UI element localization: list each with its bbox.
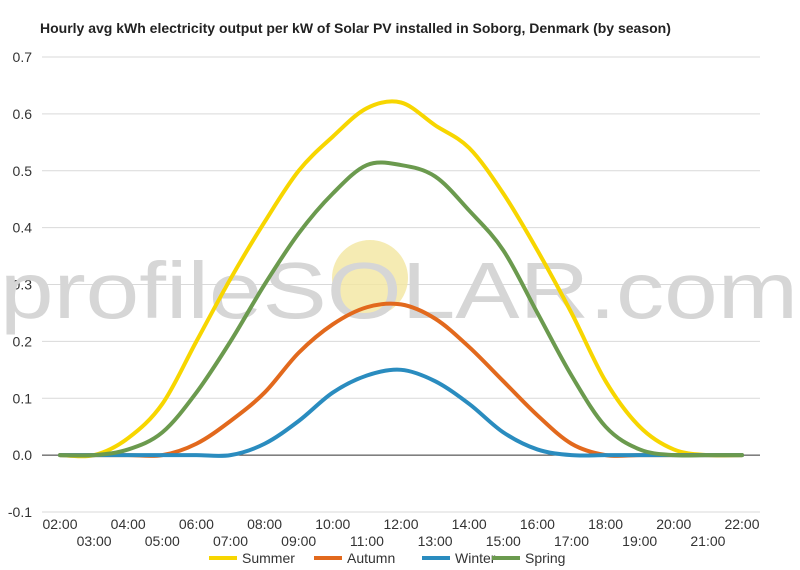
x-tick-label: 05:00 [145, 533, 180, 549]
watermark: profileSOLAR.com [0, 240, 798, 335]
y-tick-labels: -0.1 0.0 0.1 0.2 0.3 0.4 0.5 0.6 0.7 [8, 49, 32, 520]
x-tick-label: 16:00 [520, 516, 555, 532]
y-tick-label: 0.3 [13, 277, 33, 293]
y-tick-label: 0.6 [13, 106, 33, 122]
y-tick-label: 0.5 [13, 163, 33, 179]
series-line-winter [58, 367, 744, 458]
y-tick-label: 0.1 [13, 390, 33, 406]
x-tick-label: 07:00 [213, 533, 248, 549]
series-lines [58, 99, 744, 459]
x-tick-label: 17:00 [554, 533, 589, 549]
legend: Summer Autumn Winter Spring [209, 550, 565, 566]
y-tick-label: 0.0 [13, 447, 33, 463]
x-tick-label: 21:00 [690, 533, 725, 549]
legend-label-spring: Spring [525, 550, 565, 566]
y-tick-label: 0.2 [13, 333, 33, 349]
x-tick-label: 02:00 [42, 516, 77, 532]
legend-label-winter: Winter [455, 550, 496, 566]
x-tick-label: 22:00 [724, 516, 759, 532]
chart-title: Hourly avg kWh electricity output per kW… [40, 20, 671, 36]
x-tick-label: 19:00 [622, 533, 657, 549]
legend-label-autumn: Autumn [347, 550, 395, 566]
watermark-sun-icon [332, 240, 408, 316]
x-tick-label: 11:00 [350, 533, 384, 549]
x-tick-label: 15:00 [486, 533, 521, 549]
x-tick-label: 03:00 [77, 533, 112, 549]
x-tick-label: 12:00 [383, 516, 418, 532]
series-line-spring [58, 160, 744, 458]
x-tick-label: 09:00 [281, 533, 316, 549]
x-tick-label: 20:00 [656, 516, 691, 532]
y-tick-label: 0.4 [13, 220, 33, 236]
x-tick-label: 10:00 [315, 516, 350, 532]
y-tick-label: -0.1 [8, 504, 32, 520]
x-tick-label: 06:00 [179, 516, 214, 532]
legend-label-summer: Summer [242, 550, 295, 566]
y-tick-label: 0.7 [13, 49, 33, 65]
watermark-text: profileSOLAR.com [0, 246, 798, 335]
x-tick-label: 04:00 [111, 516, 146, 532]
x-tick-labels: 02:0003:0004:0005:0006:0007:0008:0009:00… [42, 516, 759, 549]
x-tick-label: 08:00 [247, 516, 282, 532]
x-tick-label: 14:00 [452, 516, 487, 532]
x-tick-label: 13:00 [418, 533, 453, 549]
x-tick-label: 18:00 [588, 516, 623, 532]
series-line-summer [58, 99, 744, 459]
